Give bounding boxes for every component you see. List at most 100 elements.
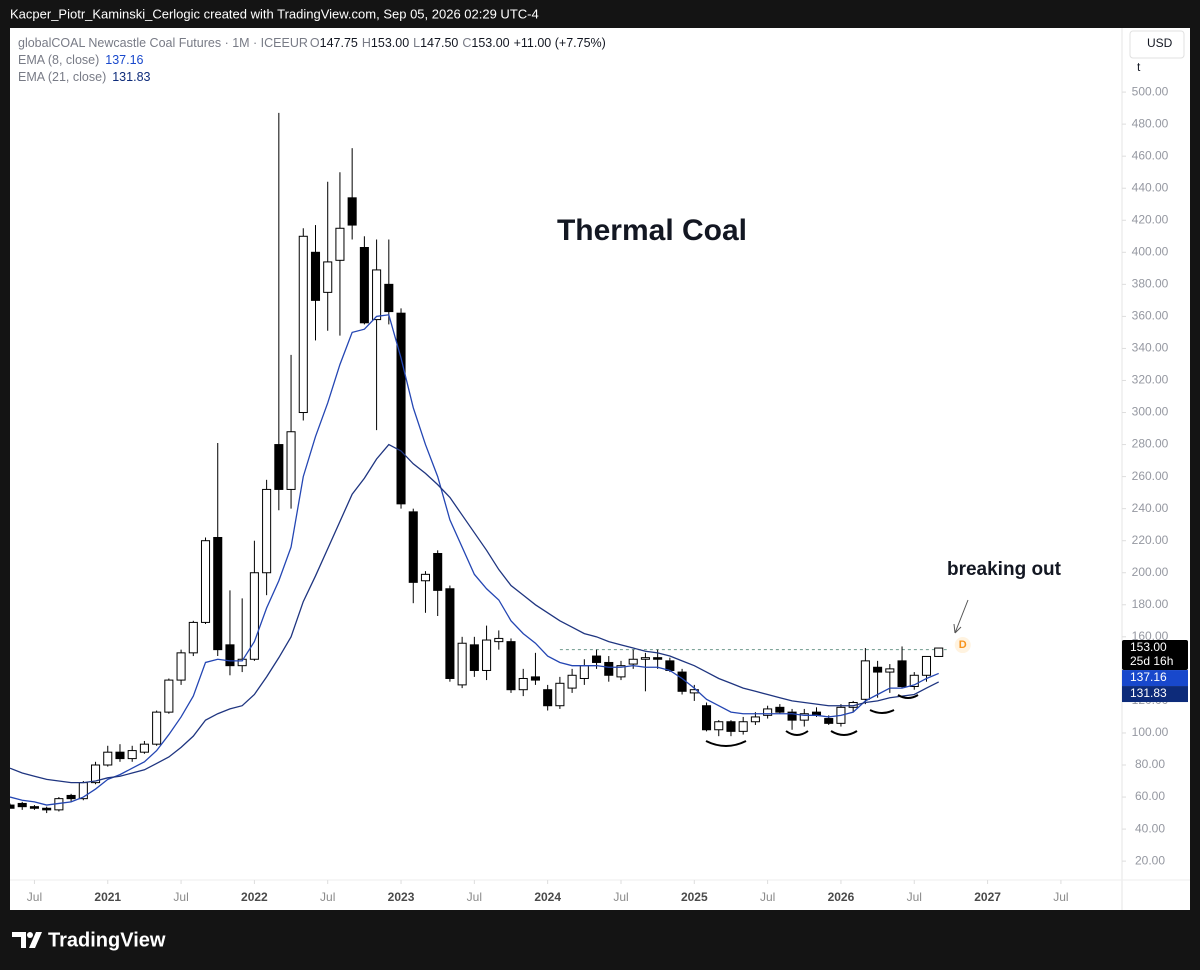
candle-body — [763, 708, 773, 716]
ohlc-key: H — [362, 36, 371, 50]
candle-body — [885, 668, 895, 673]
candle-body — [934, 647, 944, 657]
candle-body — [323, 261, 333, 293]
y-tick-label: 40.00 — [1135, 821, 1165, 835]
y-tick-label: 500.00 — [1132, 84, 1169, 98]
marker-dot — [954, 637, 971, 654]
candle-body — [433, 553, 443, 591]
candle-body — [824, 718, 834, 724]
candle-body — [188, 621, 198, 654]
chart-area — [10, 28, 1190, 910]
candle-body — [115, 751, 125, 760]
candle-body — [665, 660, 675, 671]
candle-body — [372, 269, 382, 321]
candle-body — [420, 573, 431, 582]
ohlc-value: 147.50 — [420, 36, 458, 50]
y-tick-label: 200.00 — [1132, 565, 1169, 579]
y-tick-label: 100.00 — [1132, 725, 1169, 739]
series-name: EMA (21, close) — [18, 70, 106, 84]
candle-body — [286, 431, 296, 490]
attribution: Kacper_Piotr_Kaminski_Cerlogic created w… — [10, 6, 539, 21]
candle-body — [469, 644, 479, 671]
x-tick-label: 2026 — [828, 890, 855, 904]
candle-body — [200, 540, 211, 623]
unit[interactable]: t — [1137, 60, 1141, 74]
y-tick-label: 80.00 — [1135, 757, 1165, 771]
candle-body — [750, 716, 760, 723]
candle-body — [347, 197, 357, 226]
candle-body — [274, 444, 284, 490]
x-tick-label: Jul — [320, 890, 335, 904]
candle-body — [237, 658, 247, 667]
x-tick-label: Jul — [613, 890, 628, 904]
x-tick-label: 2025 — [681, 890, 708, 904]
x-tick-label: 2023 — [388, 890, 415, 904]
y-tick-label: 260.00 — [1132, 469, 1169, 483]
y-tick-label: 400.00 — [1132, 244, 1169, 258]
candle-body — [396, 312, 406, 505]
x-tick-label: Jul — [27, 890, 42, 904]
candle-body — [921, 655, 932, 676]
x-tick-label: 2021 — [94, 890, 121, 904]
candle-body — [653, 657, 663, 660]
y-tick-label: 160.00 — [1132, 629, 1169, 643]
ohlc-value: 147.75 — [320, 36, 358, 50]
candle-body — [164, 679, 174, 713]
candle-body — [555, 682, 565, 707]
candle-body — [579, 665, 589, 679]
legend-entry: EMA (8, close) 137.16 — [18, 53, 144, 67]
candle-body — [567, 674, 577, 689]
last-price-tag — [1122, 640, 1188, 671]
y-tick-label: 60.00 — [1135, 789, 1165, 803]
y-tick-label: 420.00 — [1132, 212, 1169, 226]
x-tick-label: Jul — [173, 890, 188, 904]
brand-icon — [12, 932, 42, 948]
ema-line — [10, 443, 939, 784]
legend: globalCOAL Newcastle Coal Futures · 1M ·… — [18, 36, 606, 84]
y-tick-label: 180.00 — [1132, 597, 1169, 611]
ohlc-key: O — [310, 36, 320, 50]
x-tick-label: Jul — [1053, 890, 1068, 904]
annotation: breaking out — [947, 559, 1062, 580]
series-value: 137.16 — [105, 53, 143, 67]
candle-body — [359, 246, 369, 324]
x-tick-label: Jul — [467, 890, 482, 904]
y-tick-label: 360.00 — [1132, 309, 1169, 323]
candle-body — [445, 588, 455, 679]
annotation-title: Thermal Coal — [557, 214, 747, 247]
candle-body — [543, 689, 553, 707]
candle-body — [17, 802, 27, 808]
candle-body — [799, 713, 809, 721]
x-tick-label: Jul — [760, 890, 775, 904]
candle-body — [494, 637, 504, 643]
y-tick-label: 20.00 — [1135, 853, 1165, 867]
candle-body — [10, 804, 15, 809]
candle-body — [628, 658, 638, 665]
candle-body — [152, 711, 162, 745]
legend-title: globalCOAL Newcastle Coal Futures · 1M ·… — [18, 36, 606, 50]
currency-button[interactable] — [1129, 30, 1185, 59]
candle-body — [262, 488, 272, 574]
candle-body — [457, 642, 467, 686]
change: +11.00 (+7.75%) — [514, 36, 606, 50]
symbol: globalCOAL Newcastle Coal Futures · 1M ·… — [18, 36, 308, 50]
candle-body — [298, 235, 308, 414]
candle-body — [592, 655, 602, 663]
candle-body — [127, 750, 137, 760]
candle-body — [897, 660, 907, 687]
y-tick-label: 380.00 — [1132, 277, 1169, 291]
legend-entry: EMA (21, close) 131.83 — [18, 70, 151, 84]
candle-body — [408, 511, 418, 583]
ema-price-label: 131.83 — [1130, 686, 1167, 700]
x-tick-label: 2022 — [241, 890, 268, 904]
candle-body — [42, 807, 52, 811]
candle-body — [530, 676, 540, 681]
smile-marks — [705, 694, 919, 747]
candle-body — [249, 572, 259, 660]
candle-body — [139, 743, 149, 753]
candle-body — [91, 764, 101, 784]
ema-price-tag — [1122, 686, 1188, 703]
candle-body — [225, 644, 235, 667]
y-tick-label: 220.00 — [1132, 533, 1169, 547]
